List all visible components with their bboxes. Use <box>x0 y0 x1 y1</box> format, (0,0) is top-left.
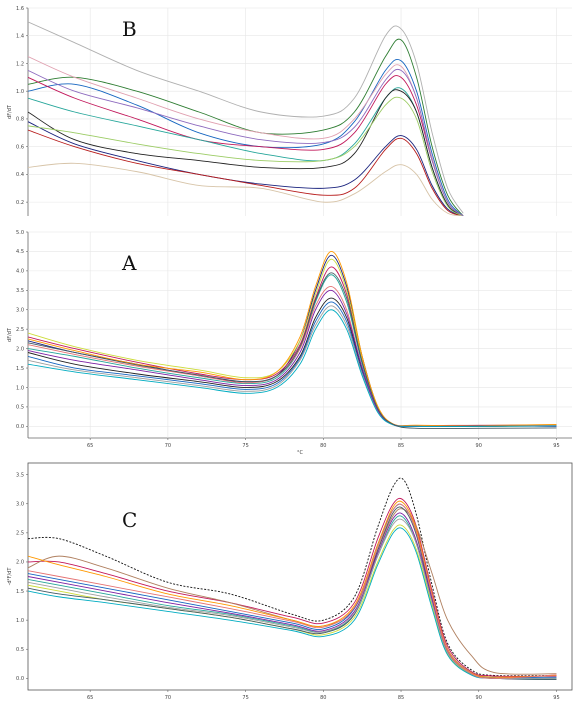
x-tick-label: 95 <box>553 443 559 449</box>
y-tick-label: 3.0 <box>16 502 24 508</box>
y-tick-label: 2.0 <box>16 346 24 352</box>
y-tick-label: 0.8 <box>16 117 24 123</box>
series-line-2 <box>28 266 557 427</box>
series-line-12 <box>28 272 557 430</box>
series-line-9 <box>28 129 464 216</box>
x-tick-label: 75 <box>242 443 248 449</box>
y-tick-label: 0.4 <box>16 172 24 178</box>
y-tick-label: 2.5 <box>16 531 24 537</box>
series-line-1 <box>28 254 557 427</box>
y-tick-label: 0.0 <box>16 676 24 682</box>
x-tick-label: 95 <box>553 695 559 700</box>
y-tick-label: 3.5 <box>16 472 24 478</box>
y-tick-label: 4.0 <box>16 269 24 275</box>
x-tick-label: 80 <box>320 443 326 449</box>
series-line-2 <box>28 38 464 216</box>
series-line-9 <box>28 250 557 427</box>
y-tick-label: 3.5 <box>16 288 24 294</box>
series-line-8 <box>28 305 557 427</box>
y-axis-label: -d²F/dT <box>7 567 13 586</box>
series-line-8 <box>28 500 557 678</box>
series-line-5 <box>28 515 557 680</box>
y-tick-label: 3.0 <box>16 308 24 314</box>
panel-label: A <box>121 251 137 275</box>
y-tick-label: 2.0 <box>16 560 24 566</box>
y-axis-label: dF/dT <box>7 104 13 119</box>
x-tick-label: 80 <box>320 695 326 700</box>
series-line-10 <box>28 162 464 216</box>
y-tick-label: 5.0 <box>16 230 24 236</box>
x-tick-label: 90 <box>476 443 482 449</box>
series-line-5 <box>28 56 464 216</box>
x-tick-label: 65 <box>87 443 93 449</box>
y-tick-label: 1.4 <box>16 34 24 40</box>
x-tick-label: 75 <box>242 695 248 700</box>
series-line-7 <box>28 506 557 680</box>
series-line-3 <box>28 258 557 427</box>
x-tick-label: 70 <box>165 695 171 700</box>
panel-A: 0.0 0.5 1.0 1.5 2.0 2.5 3.0 3.5 4.0 4.5 5.0 65 70 75 8… <box>7 230 572 456</box>
y-tick-label: 4.5 <box>16 249 24 255</box>
panel-label: B <box>122 17 137 41</box>
y-tick-label: 1.2 <box>16 61 24 67</box>
panel-label: C <box>122 508 137 532</box>
series-line-11 <box>28 518 557 680</box>
series-line-2 <box>28 497 557 677</box>
y-tick-label: 0.5 <box>16 405 24 411</box>
x-tick-label: 90 <box>476 695 482 700</box>
y-tick-label: 0.2 <box>16 200 24 206</box>
x-tick-label: 85 <box>398 443 404 449</box>
x-axis-label: °C <box>297 450 304 456</box>
series-line-8 <box>28 121 464 216</box>
series-line-4 <box>28 274 557 427</box>
series-line-6 <box>28 524 557 680</box>
y-tick-label: 0.6 <box>16 144 24 150</box>
plot-frame <box>27 462 573 691</box>
y-tick-label: 1.0 <box>16 385 24 391</box>
x-tick-label: 85 <box>398 695 404 700</box>
panel-B: 0.2 0.4 0.6 0.8 1.0 1.2 1.4 1.6 dF/dT B <box>7 6 572 216</box>
series-line-3 <box>28 58 464 216</box>
y-tick-label: 1.6 <box>16 6 24 12</box>
y-tick-label: 1.5 <box>16 589 24 595</box>
y-tick-label: 0.0 <box>16 424 24 430</box>
series-line-1 <box>28 21 464 214</box>
y-axis-label: dF/dT <box>7 327 13 342</box>
x-tick-label: 70 <box>165 443 171 449</box>
y-tick-label: 0.5 <box>16 647 24 653</box>
series-line-11 <box>28 309 557 427</box>
y-tick-label: 1.5 <box>16 366 24 372</box>
x-tick-label: 65 <box>87 695 93 700</box>
y-tick-label: 2.5 <box>16 327 24 333</box>
y-tick-label: 1.0 <box>16 89 24 95</box>
panel-C: 0.0 0.5 1.0 1.5 2.0 2.5 3.0 3.5 65 70 75 80 85 90 95 -d… <box>7 462 573 701</box>
series-line-10 <box>28 527 557 680</box>
series-line-12 <box>28 503 557 679</box>
series-line-12 <box>28 68 464 216</box>
series-line-11 <box>28 96 464 216</box>
y-tick-label: 1.0 <box>16 618 24 624</box>
series-line-9 <box>28 512 557 680</box>
series-line-7 <box>28 89 464 216</box>
series-line-4 <box>28 503 557 678</box>
